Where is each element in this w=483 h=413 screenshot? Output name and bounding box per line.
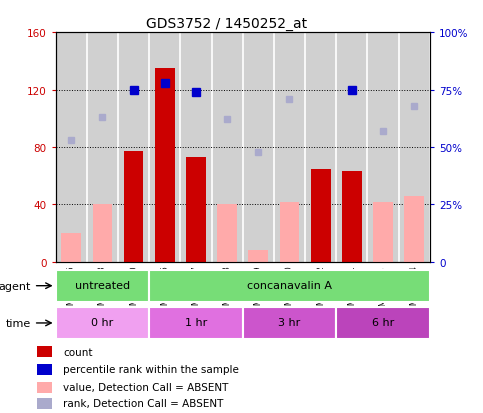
- Bar: [280, 202, 299, 262]
- Text: concanavalin A: concanavalin A: [247, 280, 332, 290]
- Bar: [149, 307, 242, 339]
- Bar: [93, 205, 112, 262]
- Bar: [87, 33, 118, 262]
- Bar: [186, 158, 206, 262]
- Bar: [212, 33, 242, 262]
- Bar: [217, 205, 237, 262]
- Bar: [149, 33, 180, 262]
- Text: percentile rank within the sample: percentile rank within the sample: [63, 364, 239, 374]
- Bar: [242, 33, 274, 262]
- Text: 6 hr: 6 hr: [372, 318, 394, 328]
- Text: value, Detection Call = ABSENT: value, Detection Call = ABSENT: [63, 382, 228, 392]
- Bar: [342, 172, 362, 262]
- Bar: [336, 33, 368, 262]
- Bar: [336, 307, 430, 339]
- Bar: [305, 33, 336, 262]
- Bar: [180, 33, 212, 262]
- Bar: [37, 364, 53, 375]
- Bar: [373, 202, 393, 262]
- Bar: [61, 234, 81, 262]
- Bar: [242, 307, 336, 339]
- Bar: [37, 346, 53, 357]
- Text: 3 hr: 3 hr: [278, 318, 300, 328]
- Bar: [404, 196, 424, 262]
- Text: rank, Detection Call = ABSENT: rank, Detection Call = ABSENT: [63, 399, 224, 408]
- Bar: [37, 382, 53, 392]
- Bar: [368, 33, 398, 262]
- Bar: [56, 270, 149, 302]
- Bar: [56, 307, 149, 339]
- Bar: [56, 33, 87, 262]
- Bar: [155, 69, 174, 262]
- Bar: [274, 33, 305, 262]
- Text: agent: agent: [0, 281, 30, 291]
- Bar: [118, 33, 149, 262]
- Bar: [149, 270, 430, 302]
- Text: 1 hr: 1 hr: [185, 318, 207, 328]
- Text: time: time: [5, 318, 30, 328]
- Bar: [124, 152, 143, 262]
- Bar: [311, 169, 330, 262]
- Bar: [398, 33, 430, 262]
- Text: untreated: untreated: [75, 280, 130, 290]
- Text: GDS3752 / 1450252_at: GDS3752 / 1450252_at: [146, 17, 308, 31]
- Bar: [248, 251, 268, 262]
- Text: count: count: [63, 347, 93, 357]
- Text: 0 hr: 0 hr: [91, 318, 114, 328]
- Bar: [37, 398, 53, 409]
